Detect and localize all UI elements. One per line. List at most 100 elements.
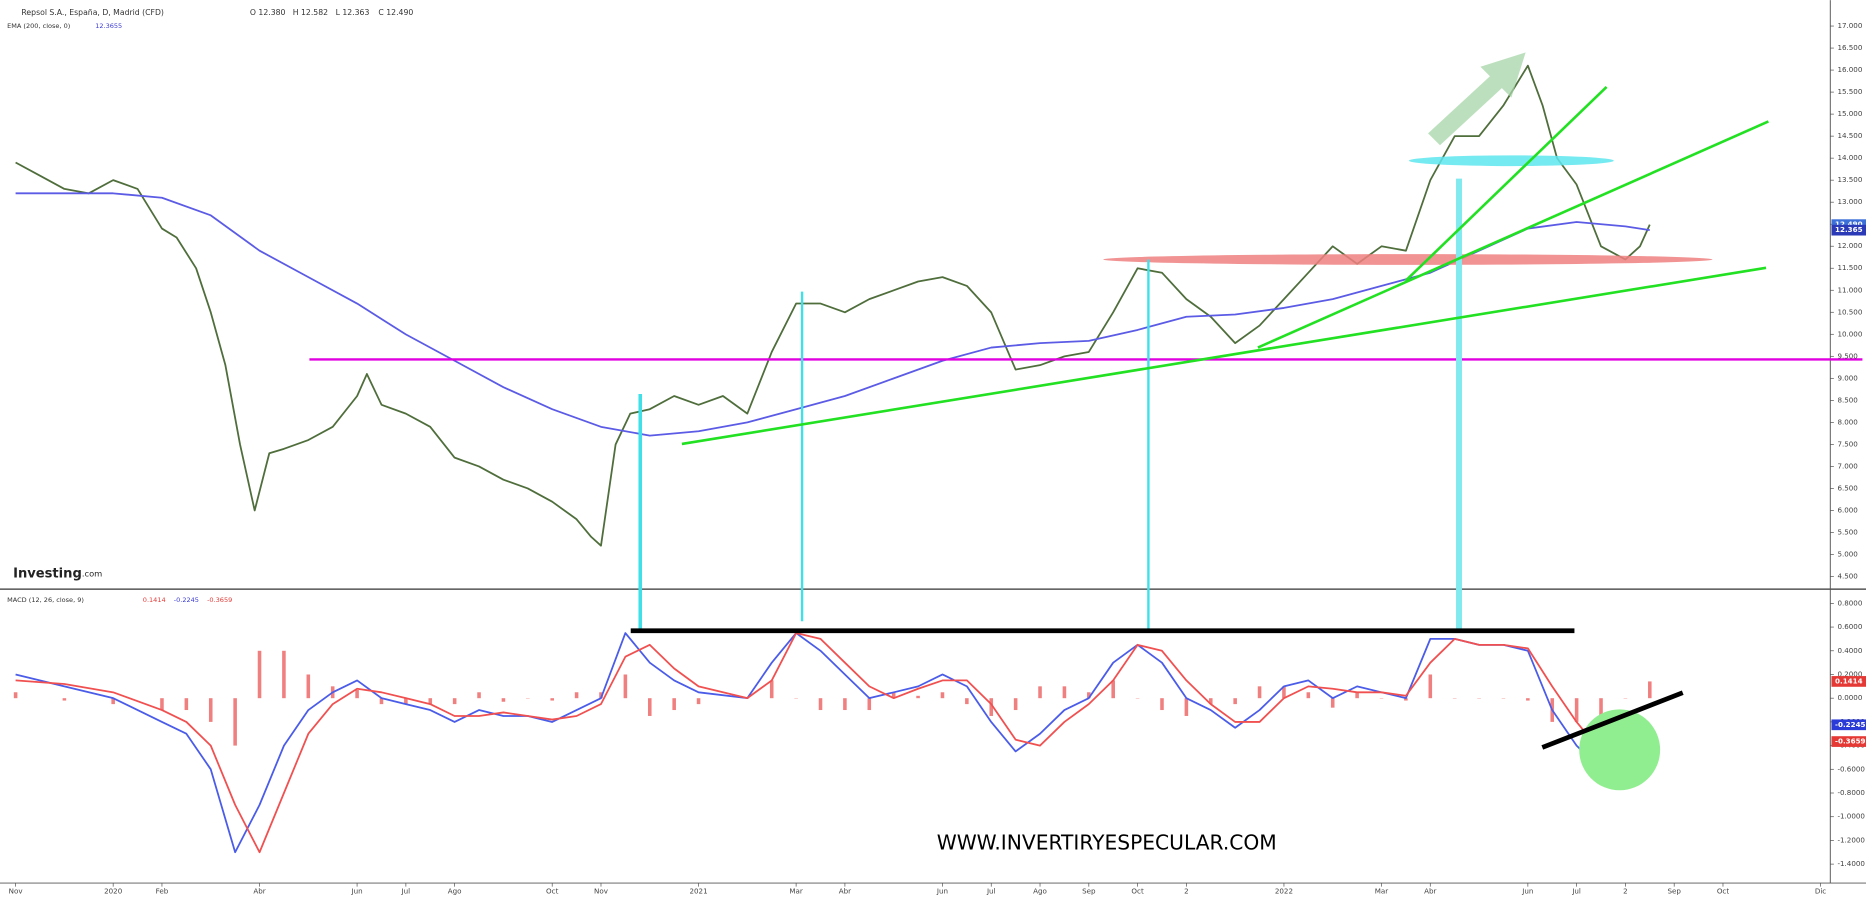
macd-hist-value: 0.1414: [143, 596, 166, 604]
histogram-bar: [62, 698, 67, 701]
x-tick-label: Jul: [986, 886, 996, 895]
histogram-bar: [1330, 698, 1335, 708]
y-tick-label: 11.500: [1837, 263, 1862, 272]
x-tick-label: Ago: [1033, 886, 1047, 895]
macd-trend: [1541, 690, 1684, 750]
logo: Investing.com: [13, 566, 102, 581]
histogram-bar: [1355, 692, 1359, 699]
y-tick-label: -1.0000: [1837, 812, 1865, 821]
histogram-bar: [1599, 698, 1603, 716]
histogram-bar: [916, 695, 920, 699]
y-tick-label: 5.500: [1837, 527, 1858, 536]
y-tick-label: 0.4000: [1837, 646, 1862, 655]
histogram-bar: [940, 692, 945, 699]
price-badge: [1831, 719, 1866, 731]
histogram-bar: [672, 698, 676, 711]
histogram-bar: [404, 698, 408, 705]
trend-line: [1404, 85, 1608, 282]
y-tick-label: 11.000: [1837, 285, 1862, 294]
histogram-bar: [1062, 686, 1067, 699]
y-tick-label: 14.500: [1837, 131, 1862, 140]
y-tick-label: 7.000: [1837, 461, 1858, 470]
x-tick-label: 2: [1623, 886, 1628, 895]
histogram-bar: [233, 698, 237, 746]
histogram-bar: [501, 698, 506, 702]
watermark: WWW.INVERTIRYESPECULAR.COM: [937, 830, 1277, 854]
price-badge-label: -0.3659: [1835, 737, 1865, 746]
price-badge: [1831, 219, 1866, 231]
x-tick-label: 2022: [1275, 886, 1293, 895]
histogram-bar: [1208, 698, 1213, 705]
logo-main: Investing: [13, 566, 82, 581]
y-tick-label: 7.500: [1837, 439, 1858, 448]
histogram-bar: [1257, 686, 1262, 699]
histogram-bar: [623, 674, 628, 699]
y-tick-label: 8.000: [1837, 417, 1858, 426]
y-tick-label: 6.500: [1837, 483, 1858, 492]
header-title: Repsol S.A., España, D, Madrid (CFD): [21, 8, 164, 17]
x-tick-label: Sep: [1082, 886, 1096, 895]
histogram-bar: [769, 680, 774, 699]
series-line: [15, 632, 1651, 854]
y-tick-label: 15.000: [1837, 109, 1862, 118]
x-tick-label: Jun: [936, 886, 948, 895]
y-tick-label: 6.000: [1837, 505, 1858, 514]
histogram-bar: [1160, 698, 1164, 711]
price-badge: [1831, 224, 1866, 236]
histogram-bar: [1038, 686, 1042, 699]
logo-suffix: .com: [82, 568, 102, 578]
y-tick-label: 9.500: [1837, 351, 1858, 360]
y-tick-label: 0.2000: [1837, 669, 1862, 678]
series-line: [15, 64, 1651, 547]
histogram-bar: [1111, 680, 1115, 699]
price-badge-label: 12.365: [1835, 225, 1863, 234]
histogram-bar: [891, 692, 896, 699]
ema-value: 12.3655: [95, 22, 122, 30]
price-badge-label: -0.2245: [1835, 720, 1865, 729]
histogram-bar: [574, 692, 579, 699]
histogram-bar: [257, 650, 262, 699]
histogram-bar: [550, 698, 554, 701]
y-tick-label: 0.8000: [1837, 598, 1862, 607]
up-arrow: [1428, 52, 1526, 146]
histogram-bar: [452, 698, 457, 705]
y-tick-label: 0.0000: [1837, 693, 1862, 702]
x-tick-label: Mar: [1375, 886, 1389, 895]
y-tick-label: 0.6000: [1837, 622, 1862, 631]
histogram-bar: [160, 698, 164, 711]
price-badge-label: 12.490: [1835, 220, 1863, 229]
annotations: [309, 52, 1863, 791]
histogram-bar: [696, 698, 701, 705]
y-tick-label: 9.000: [1837, 373, 1858, 382]
histogram-bar: [965, 698, 969, 705]
x-tick-label: Mar: [789, 886, 803, 895]
y-tick-label: -0.8000: [1837, 788, 1865, 797]
y-tick-label: 16.500: [1837, 43, 1862, 52]
histogram-bar: [1087, 692, 1091, 699]
x-tick-label: Sep: [1667, 886, 1681, 895]
x-tick-label: Jul: [401, 886, 411, 895]
y-tick-label: -1.2000: [1837, 835, 1865, 844]
x-tick-label: Abr: [253, 886, 265, 895]
histogram-bar: [599, 692, 603, 699]
histogram-bar: [306, 674, 311, 699]
signal-value: -0.3659: [207, 596, 232, 604]
macd-value: -0.2245: [174, 596, 199, 604]
histogram-bar: [477, 692, 481, 699]
x-tick-label: Jul: [1571, 886, 1581, 895]
histogram-bar: [647, 698, 652, 716]
macd-label: MACD (12, 26, close, 9): [7, 596, 84, 604]
histogram-bar: [428, 698, 433, 705]
x-tick-label: Nov: [9, 886, 23, 895]
x-tick-label: Feb: [156, 886, 169, 895]
histogram-bar: [1404, 698, 1408, 701]
x-tick-label: Dic: [1815, 886, 1826, 895]
histogram-bar: [1648, 681, 1652, 699]
trend-line: [1257, 120, 1769, 349]
histogram-bar: [111, 698, 115, 705]
x-tick-label: Ago: [448, 886, 462, 895]
y-tick-label: 13.000: [1837, 197, 1862, 206]
x-tick-label: Jun: [1521, 886, 1533, 895]
y-tick-label: 14.000: [1837, 153, 1862, 162]
